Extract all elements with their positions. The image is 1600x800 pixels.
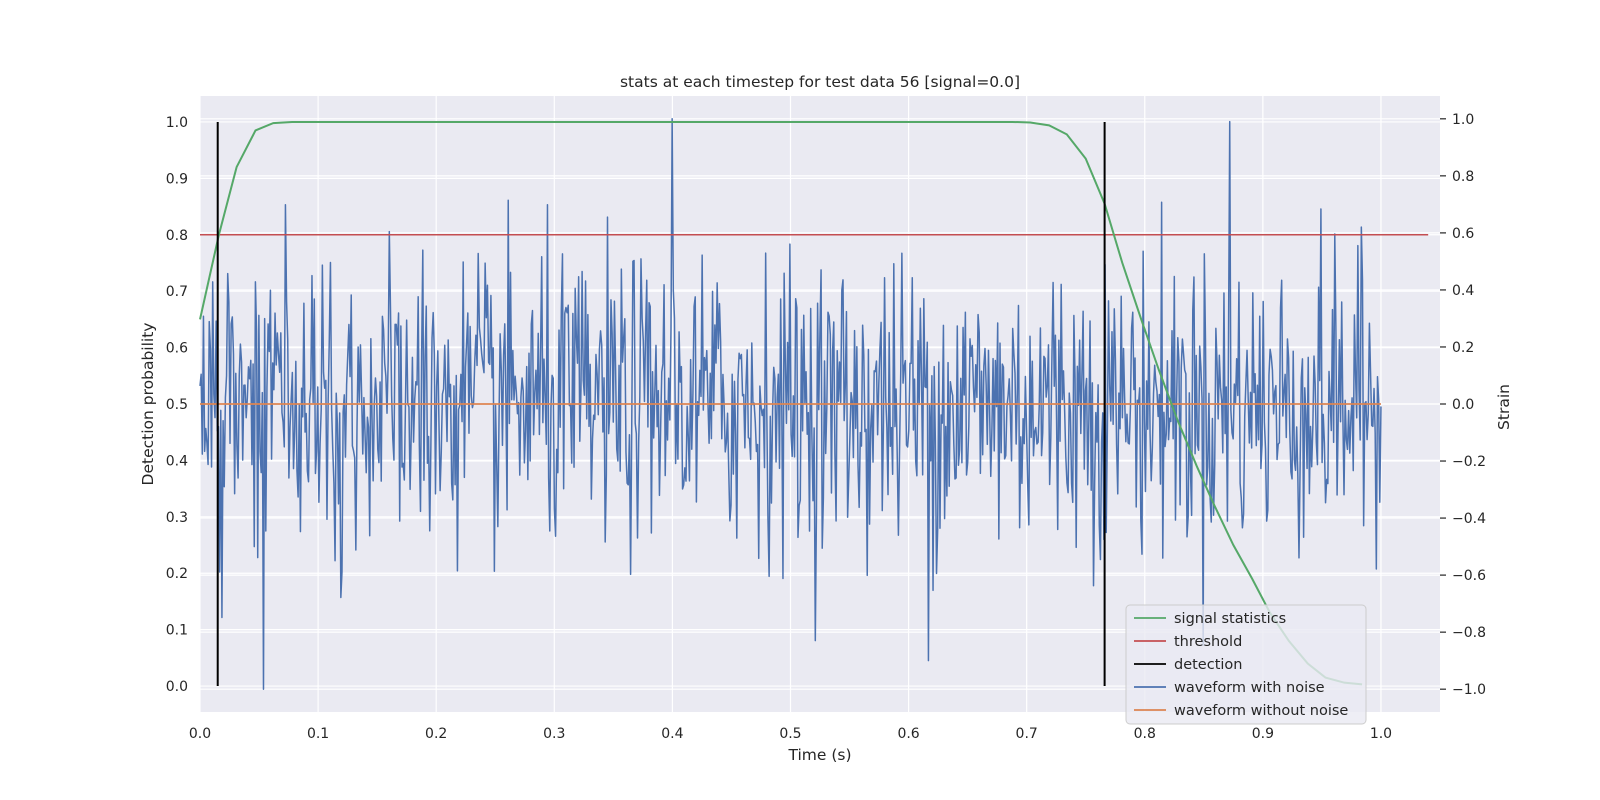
x-tick-label: 0.7 <box>1016 726 1038 742</box>
y2-tick-label: 0.0 <box>1452 397 1474 413</box>
y-tick-label: 0.4 <box>166 453 188 469</box>
x-tick-label: 0.0 <box>189 726 211 742</box>
y2-tick-label: −0.6 <box>1452 568 1486 584</box>
x-tick-label: 0.5 <box>779 726 801 742</box>
y-tick-label: 1.0 <box>166 115 188 131</box>
legend-label: threshold <box>1174 634 1242 650</box>
y-tick-label: 0.7 <box>166 284 188 300</box>
legend-label: waveform without noise <box>1174 703 1348 719</box>
x-tick-label: 0.3 <box>543 726 565 742</box>
x-axis: 0.0 0.1 0.2 0.3 0.4 0.5 0.6 0.7 0.8 0.9 1.0 <box>189 726 1392 742</box>
y-tick-label: 0.1 <box>166 623 188 639</box>
y-axis-left: 0.0 0.1 0.2 0.3 0.4 0.5 0.6 0.7 0.8 0.9 1.0 <box>166 115 188 695</box>
y2-tick-label: 0.6 <box>1452 226 1474 242</box>
y-tick-label: 0.8 <box>166 228 188 244</box>
x-tick-label: 0.1 <box>307 726 329 742</box>
y-tick-label: 0.6 <box>166 341 188 357</box>
y-tick-label: 0.0 <box>166 679 188 695</box>
y-axis-right: −1.0 −0.8 −0.6 −0.4 −0.2 0.0 0.2 0.4 0.6 0.8 1.0 <box>1440 112 1486 698</box>
y2-tick-label: −0.2 <box>1452 454 1486 470</box>
y2-tick-label: 0.2 <box>1452 340 1474 356</box>
y-tick-label: 0.9 <box>166 171 188 187</box>
x-tick-label: 0.4 <box>661 726 683 742</box>
y2-tick-label: −1.0 <box>1452 682 1486 698</box>
y-tick-label: 0.2 <box>166 566 188 582</box>
legend-box <box>1125 604 1367 725</box>
legend-label: detection <box>1174 657 1242 673</box>
legend-label: signal statistics <box>1174 611 1286 627</box>
plot-area <box>199 118 1429 690</box>
y2-tick-label: 0.8 <box>1452 169 1474 185</box>
y-axis-label: Detection probability <box>139 323 157 486</box>
chart-title: stats at each timestep for test data 56 … <box>620 73 1020 91</box>
y-tick-label: 0.3 <box>166 510 188 526</box>
y2-tick-label: 0.4 <box>1452 283 1474 299</box>
waveform-with-noise-line <box>199 118 1382 690</box>
x-tick-label: 0.9 <box>1252 726 1274 742</box>
y-tick-label: 0.5 <box>166 397 188 413</box>
y2-tick-label: −0.4 <box>1452 511 1486 527</box>
x-tick-label: 1.0 <box>1370 726 1392 742</box>
legend: signal statistics threshold detection wavef… <box>1125 604 1367 725</box>
y2-tick-label: 1.0 <box>1452 112 1474 128</box>
x-tick-label: 0.2 <box>425 726 447 742</box>
x-tick-label: 0.8 <box>1134 726 1156 742</box>
x-tick-label: 0.6 <box>897 726 919 742</box>
x-axis-label: Time (s) <box>787 746 851 764</box>
y2-axis-label: Strain <box>1495 384 1513 430</box>
y2-tick-label: −0.8 <box>1452 625 1486 641</box>
signal-statistics-line <box>199 120 1363 686</box>
legend-label: waveform with noise <box>1174 680 1325 696</box>
